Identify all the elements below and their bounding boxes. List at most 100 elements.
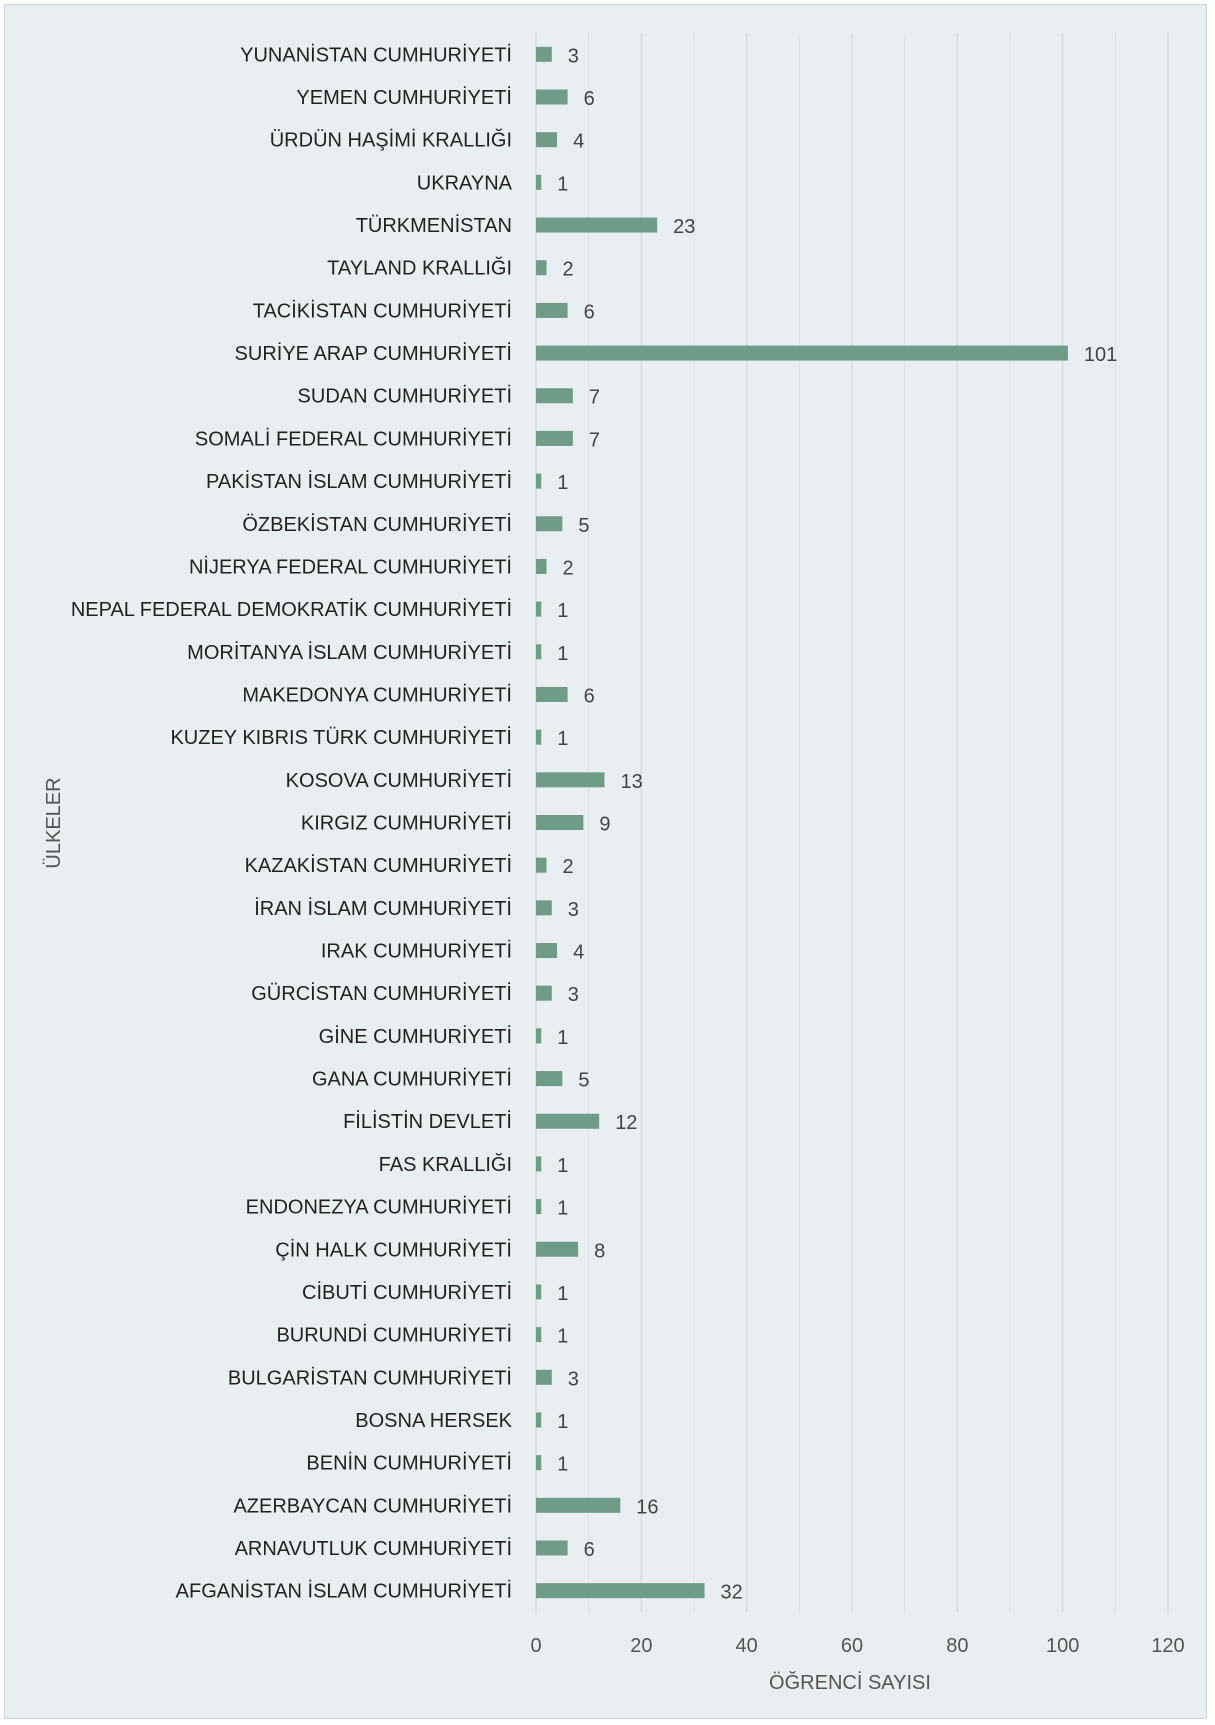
value-labels: 3641232610177152116113923431512118113111…	[557, 45, 1117, 1603]
value-label: 16	[636, 1496, 658, 1518]
value-label: 5	[578, 1070, 589, 1092]
bar	[536, 985, 552, 1001]
value-label: 5	[578, 515, 589, 537]
bar	[536, 1071, 563, 1087]
bar	[536, 430, 573, 446]
bar	[536, 345, 1068, 361]
bar	[536, 388, 573, 404]
bar	[536, 729, 542, 745]
category-label: KIRGIZ CUMHURİYETİ	[301, 812, 512, 835]
x-axis-title: ÖĞRENCİ SAYISI	[769, 1671, 931, 1694]
category-label: MORİTANYA İSLAM CUMHURİYETİ	[187, 641, 512, 664]
value-label: 23	[673, 216, 695, 238]
value-label: 2	[563, 259, 574, 281]
value-label: 1	[557, 173, 568, 195]
chart-frame	[4, 4, 1207, 1719]
category-label: IRAK CUMHURİYETİ	[321, 940, 512, 963]
category-label: NİJERYA FEDERAL CUMHURİYETİ	[189, 555, 512, 578]
category-label: FAS KRALLIĞI	[379, 1153, 512, 1176]
value-label: 1	[557, 1027, 568, 1049]
value-label: 4	[573, 131, 584, 153]
bar	[536, 1455, 542, 1471]
y-axis-title: ÜLKELER	[43, 777, 65, 868]
category-label: TACİKİSTAN CUMHURİYETİ	[253, 299, 512, 322]
category-label: ARNAVUTLUK CUMHURİYETİ	[235, 1537, 512, 1560]
value-label: 3	[568, 984, 579, 1006]
category-label: TÜRKMENİSTAN	[356, 214, 512, 237]
category-label: AFGANİSTAN İSLAM CUMHURİYETİ	[176, 1580, 512, 1603]
bar	[536, 46, 552, 62]
value-label: 1	[557, 1155, 568, 1177]
value-label: 7	[589, 429, 600, 451]
category-label: SUDAN CUMHURİYETİ	[298, 385, 512, 408]
bar	[536, 1497, 621, 1513]
value-label: 1	[557, 1283, 568, 1305]
x-tick-labels: 0 20 40 60 80 100 120	[530, 1635, 1184, 1657]
value-label: 6	[584, 685, 595, 707]
value-label: 1	[557, 728, 568, 750]
bar	[536, 644, 542, 660]
category-label: GANA CUMHURİYETİ	[312, 1068, 512, 1091]
value-label: 1	[557, 1411, 568, 1433]
x-tick-label: 20	[630, 1635, 652, 1657]
bar	[536, 772, 605, 788]
value-label: 12	[615, 1112, 637, 1134]
bar	[536, 1156, 542, 1172]
category-label: YEMEN CUMHURİYETİ	[296, 86, 512, 109]
category-label: ÖZBEKİSTAN CUMHURİYETİ	[242, 513, 512, 536]
category-label: KAZAKİSTAN CUMHURİYETİ	[245, 854, 512, 877]
category-label: İRAN İSLAM CUMHURİYETİ	[254, 897, 512, 920]
category-label: BENİN CUMHURİYETİ	[306, 1452, 512, 1475]
category-label: NEPAL FEDERAL DEMOKRATİK CUMHURİYETİ	[71, 598, 512, 621]
category-label: ÜRDÜN HAŞİMİ KRALLIĞI	[270, 129, 512, 152]
category-label: GİNE CUMHURİYETİ	[319, 1025, 512, 1048]
value-label: 13	[620, 771, 642, 793]
value-label: 2	[563, 856, 574, 878]
x-tick-label: 80	[946, 1635, 968, 1657]
bar	[536, 1540, 568, 1556]
value-label: 3	[568, 899, 579, 921]
bar	[536, 1412, 542, 1428]
bar	[536, 473, 542, 489]
bar	[536, 857, 547, 873]
bars	[536, 46, 1068, 1599]
bar	[536, 1199, 542, 1215]
bar	[536, 1583, 705, 1599]
value-label: 1	[557, 1454, 568, 1476]
value-label: 7	[589, 387, 600, 409]
bar	[536, 516, 563, 532]
value-label: 2	[563, 557, 574, 579]
category-label: PAKİSTAN İSLAM CUMHURİYETİ	[206, 470, 512, 493]
category-label: BOSNA HERSEK	[355, 1410, 512, 1432]
value-label: 8	[594, 1240, 605, 1262]
x-tick-label: 120	[1151, 1635, 1184, 1657]
category-label: ÇİN HALK CUMHURİYETİ	[275, 1238, 512, 1261]
category-label: BURUNDİ CUMHURİYETİ	[276, 1324, 512, 1347]
bar	[536, 1113, 600, 1129]
x-tick-label: 40	[736, 1635, 758, 1657]
value-label: 6	[584, 88, 595, 110]
bar	[536, 260, 547, 276]
category-label: SOMALİ FEDERAL CUMHURİYETİ	[195, 427, 512, 450]
value-label: 1	[557, 643, 568, 665]
gridlines	[535, 33, 1169, 1612]
bar	[536, 558, 547, 574]
bar	[536, 815, 584, 830]
value-label: 1	[557, 600, 568, 622]
category-label: YUNANİSTAN CUMHURİYETİ	[240, 43, 512, 66]
category-label: SURİYE ARAP CUMHURİYETİ	[235, 342, 512, 365]
category-label: AZERBAYCAN CUMHURİYETİ	[233, 1494, 512, 1517]
category-label: TAYLAND KRALLIĞI	[327, 257, 512, 280]
value-label: 32	[721, 1582, 743, 1604]
bar	[536, 1327, 542, 1343]
category-label: FİLİSTİN DEVLETİ	[343, 1110, 512, 1133]
bar	[536, 217, 658, 233]
category-labels: YUNANİSTAN CUMHURİYETİ YEMEN CUMHURİYETİ Ü…	[71, 43, 513, 1602]
category-label: UKRAYNA	[417, 172, 513, 194]
category-label: MAKEDONYA CUMHURİYETİ	[242, 683, 512, 706]
value-label: 3	[568, 45, 579, 67]
bar	[536, 943, 558, 959]
x-tick-label: 0	[530, 1635, 541, 1657]
category-label: BULGARİSTAN CUMHURİYETİ	[228, 1366, 512, 1389]
